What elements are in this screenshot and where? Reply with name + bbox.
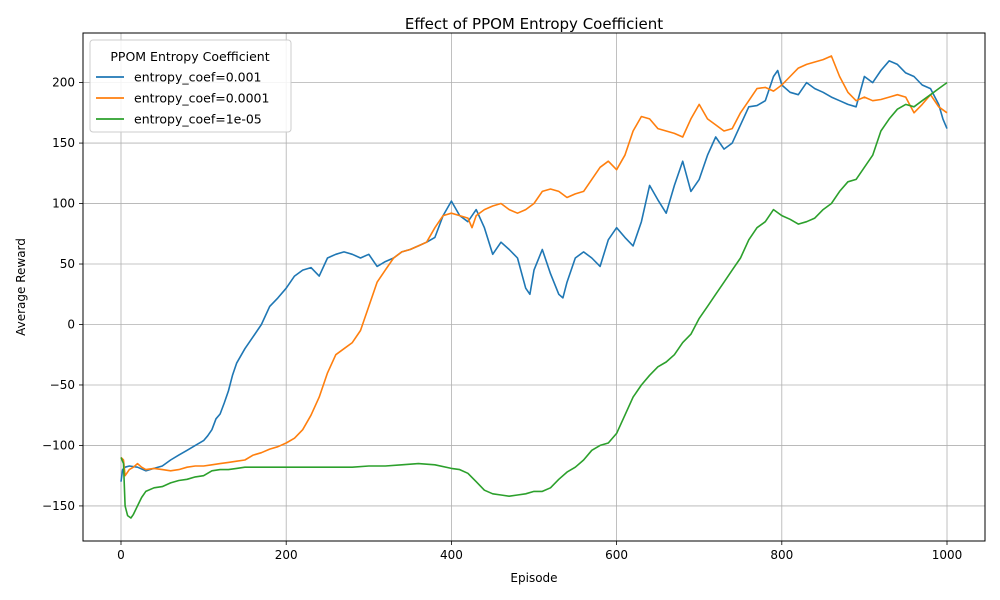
x-tick-label: 1000 bbox=[932, 548, 963, 562]
grid bbox=[83, 33, 985, 541]
plot-frame bbox=[82, 32, 986, 542]
x-tick-label: 400 bbox=[440, 548, 463, 562]
legend-label: entropy_coef=0.0001 bbox=[134, 91, 269, 106]
chart-title: Effect of PPOM Entropy Coefficient bbox=[405, 15, 663, 33]
x-tick-label: 200 bbox=[275, 548, 298, 562]
y-axis-label: Average Reward bbox=[14, 238, 28, 336]
y-tick-label: 200 bbox=[52, 76, 75, 90]
y-tick-label: 0 bbox=[67, 317, 75, 331]
x-tick-label: 800 bbox=[770, 548, 793, 562]
series-lines bbox=[120, 55, 948, 519]
series-line bbox=[120, 81, 948, 519]
y-tick-label: −50 bbox=[50, 378, 75, 392]
series-line bbox=[120, 55, 948, 477]
y-tick-label: −100 bbox=[42, 438, 75, 452]
legend-box bbox=[89, 39, 292, 133]
legend-label: entropy_coef=1e-05 bbox=[134, 112, 262, 127]
series-line bbox=[120, 59, 948, 482]
axis-ticks: 0 200 400 600 800 1000 −150 −100 −50 0 50 100 150 200 bbox=[42, 76, 962, 562]
y-tick-label: −150 bbox=[42, 499, 75, 513]
legend: PPOM Entropy Coefficient entropy_coef=0.… bbox=[89, 39, 292, 133]
x-tick-label: 0 bbox=[117, 548, 125, 562]
y-tick-label: 50 bbox=[60, 257, 75, 271]
legend-label: entropy_coef=0.001 bbox=[134, 70, 261, 85]
x-tick-label: 600 bbox=[605, 548, 628, 562]
legend-entries: entropy_coef=0.001 entropy_coef=0.0001ent… bbox=[96, 70, 269, 127]
legend-title: PPOM Entropy Coefficient bbox=[110, 49, 269, 64]
y-tick-label: 150 bbox=[52, 136, 75, 150]
x-axis-label: Episode bbox=[510, 571, 557, 585]
y-tick-label: 100 bbox=[52, 197, 75, 211]
